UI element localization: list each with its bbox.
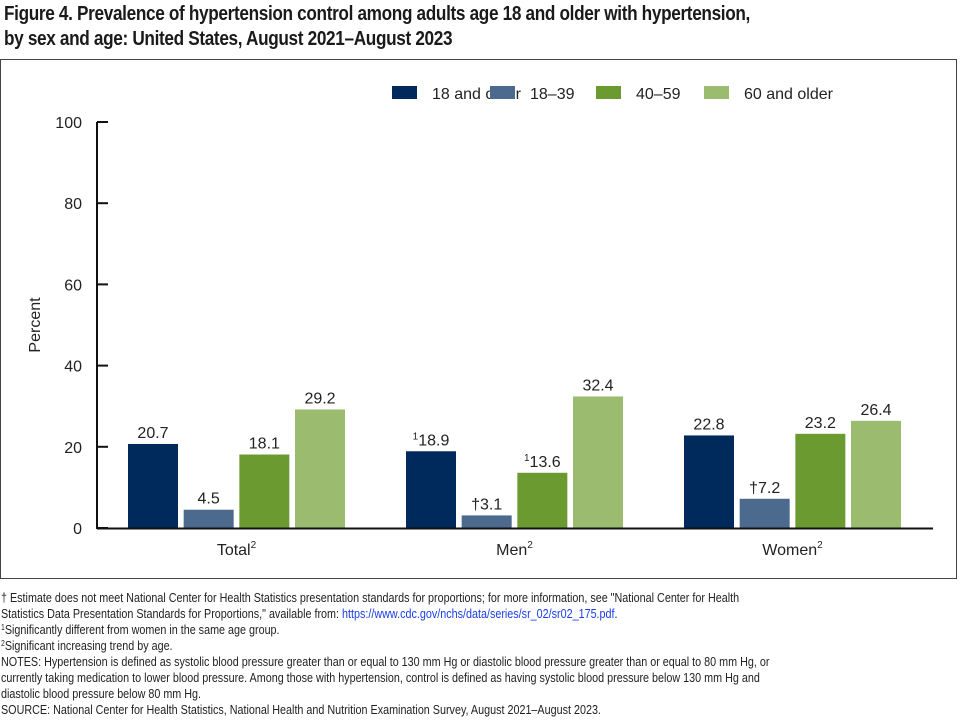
category-label: Men2 (496, 540, 533, 559)
category-label: Women2 (762, 540, 823, 559)
legend-label: 40–59 (636, 86, 681, 103)
value-label: 113.6 (524, 453, 561, 471)
legend-label: 18–39 (530, 86, 575, 103)
legend-swatch (392, 86, 417, 99)
bar-women-1 (739, 498, 790, 528)
figure-title-line-2: by sex and age: United States, August 20… (4, 28, 453, 50)
legend-item: 40–59 (596, 86, 681, 103)
bar-chart: 18 and older 18–39 40–59 60 and older 02040… (27, 86, 933, 559)
y-tick-label: 0 (73, 521, 82, 538)
value-label: 118.9 (413, 431, 450, 449)
value-label: †7.2 (749, 480, 780, 497)
y-tick-label: 100 (55, 115, 82, 132)
chart-frame (0, 59, 957, 579)
bar-total-2 (239, 454, 290, 528)
notes-line-2: currently taking medication to lower blo… (1, 671, 760, 685)
y-tick-label: 60 (64, 277, 82, 294)
y-axis: 0 20 40 60 80 100 (55, 115, 108, 538)
figure-title: Figure 4. Prevalence of hypertension con… (4, 2, 950, 52)
legend-item: 18–39 (490, 86, 575, 103)
bar-women-3 (851, 420, 902, 528)
notes-line-3: diastolic blood pressure below 80 mm Hg. (1, 687, 202, 701)
bar-group-women: 22.8 †7.2 23.2 26.4 (684, 402, 902, 528)
bar-men-1 (461, 515, 512, 528)
legend-swatch (596, 86, 621, 99)
legend-swatch (490, 86, 515, 99)
category-label: Total2 (217, 540, 257, 559)
bar-men-3 (573, 396, 624, 528)
legend-item: 60 and older (704, 86, 834, 103)
source-note: SOURCE: National Center for Health Stati… (1, 703, 601, 717)
value-label: †3.1 (471, 496, 502, 513)
legend-swatch (704, 86, 729, 99)
value-label: 4.5 (198, 491, 220, 508)
standards-link[interactable]: https://www.cdc.gov/nchs/data/series/sr_… (342, 607, 615, 621)
bar-total-0 (128, 443, 178, 528)
x-axis: Total2 Men2 Women2 (97, 527, 933, 559)
footnotes: † Estimate does not meet National Center… (1, 590, 949, 718)
value-label: 32.4 (582, 377, 613, 394)
y-axis-title: Percent (27, 297, 44, 353)
bar-men-0 (406, 451, 456, 528)
bar-women-2 (795, 433, 846, 528)
legend: 18 and older 18–39 40–59 60 and older (392, 86, 834, 103)
bar-total-1 (183, 509, 234, 528)
legend-label: 60 and older (744, 86, 834, 103)
y-tick-label: 80 (64, 196, 82, 213)
figure-title-line-1: Figure 4. Prevalence of hypertension con… (4, 3, 750, 25)
bar-men-2 (517, 472, 568, 528)
bar-group-total: 20.7 4.5 18.1 29.2 (128, 390, 346, 528)
value-label: 18.1 (249, 436, 280, 453)
bars: 20.7 4.5 18.1 29.2 118.9 †3.1 113.6 32.4 22.8 †7.… (128, 377, 902, 528)
value-label: 22.8 (693, 416, 724, 433)
bar-total-3 (295, 409, 346, 528)
value-label: 29.2 (304, 390, 335, 407)
bar-group-men: 118.9 †3.1 113.6 32.4 (406, 377, 624, 528)
footnote-dagger-cont: Statistics Data Presentation Standards f… (1, 607, 618, 621)
value-label: 20.7 (137, 425, 168, 442)
footnote-2: 2Significant increasing trend by age. (1, 639, 173, 653)
y-tick-label: 40 (64, 359, 82, 376)
footnote-1: 1Significantly different from women in t… (1, 623, 280, 637)
bar-women-0 (684, 435, 734, 528)
value-label: 26.4 (860, 402, 891, 419)
value-label: 23.2 (805, 415, 836, 432)
footnote-dagger: † Estimate does not meet National Center… (1, 591, 740, 605)
notes-line-1: NOTES: Hypertension is defined as systol… (1, 655, 770, 669)
y-tick-label: 20 (64, 440, 82, 457)
